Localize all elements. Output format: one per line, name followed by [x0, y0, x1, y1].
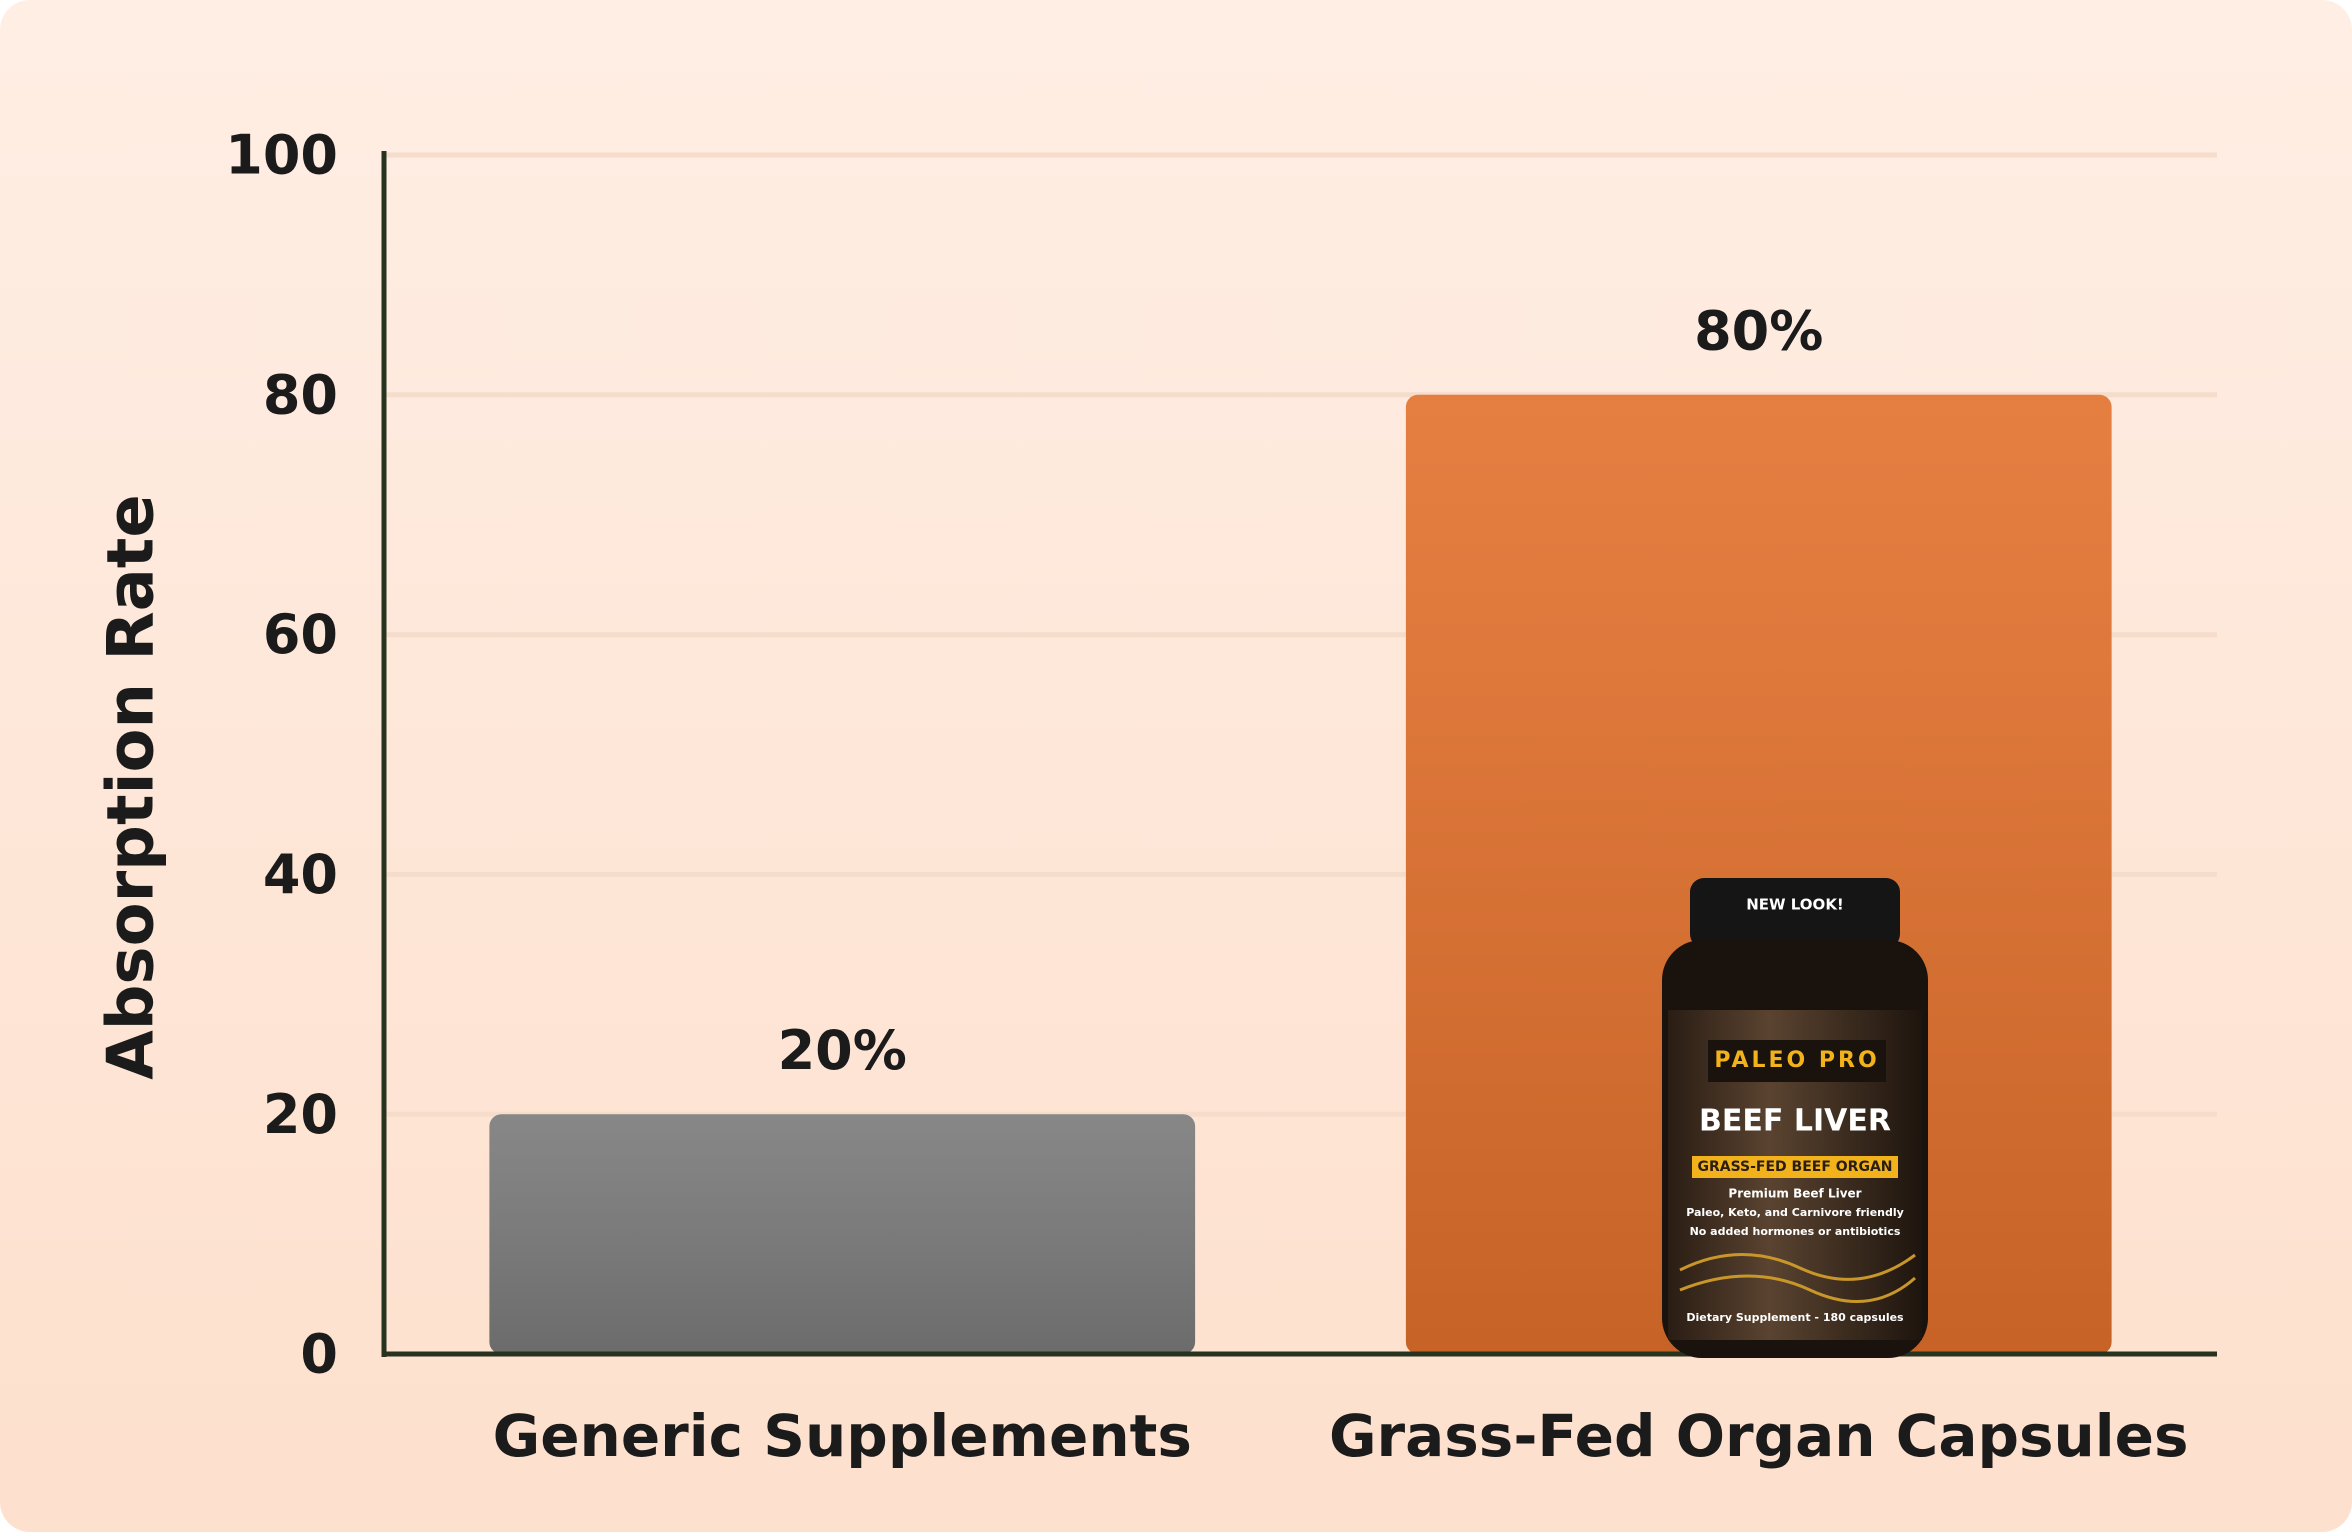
bar-shade [1405, 394, 2112, 1354]
tag-box [1692, 1156, 1898, 1178]
y-tick-label: 0 [300, 1323, 338, 1386]
tag-text: GRASS-FED BEEF ORGAN [1697, 1159, 1892, 1175]
label-footer: Dietary Supplement - 180 capsules [1686, 1311, 1904, 1324]
brand-box [1708, 1040, 1886, 1082]
label-waves [1679, 1253, 1916, 1303]
y-tick-label: 60 [263, 603, 338, 666]
label-line: Paleo, Keto, and Carnivore friendly [1686, 1206, 1904, 1219]
product-name: BEEF LIVER [1699, 1104, 1891, 1139]
y-tick-label: 80 [263, 363, 338, 426]
y-tick-label: 100 [225, 124, 338, 187]
label-line: Premium Beef Liver [1728, 1187, 1861, 1201]
badge-text: NEW LOOK! [1746, 896, 1844, 914]
bottle-cap [1690, 878, 1900, 948]
x-tick-label: Generic Supplements [493, 1402, 1192, 1470]
y-axis-title: Absorption Rate [95, 494, 169, 1080]
brand-text: PALEO PRO [1714, 1048, 1879, 1073]
y-tick-label: 40 [263, 843, 338, 906]
product-bottle: NEW LOOK! PALEO PRO BEEF LIVER GRASS-FED… [1662, 878, 1928, 1358]
label-line: No added hormones or antibiotics [1690, 1225, 1901, 1238]
data-label: 80% [1694, 299, 1823, 362]
y-tick-label: 20 [263, 1083, 338, 1146]
x-tick-label: Grass-Fed Organ Capsules [1329, 1402, 2189, 1470]
data-label: 20% [778, 1019, 907, 1082]
bar-shade [489, 1114, 1196, 1354]
